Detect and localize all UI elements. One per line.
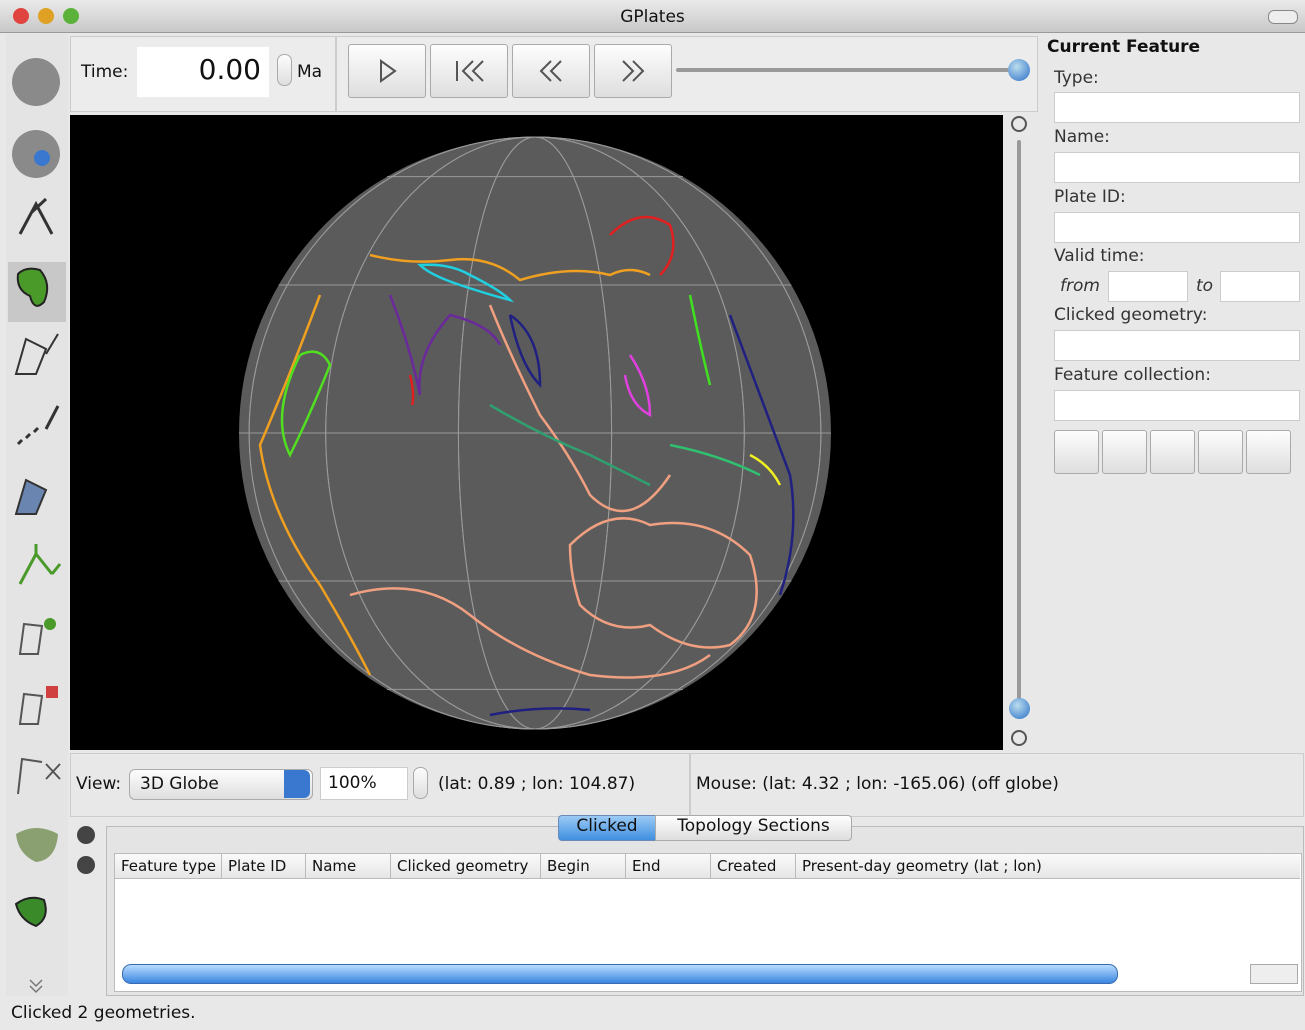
globe-canvas[interactable] (70, 115, 1003, 750)
graticule (239, 136, 831, 730)
zoom-field[interactable] (320, 767, 408, 800)
view-label: View: (76, 774, 122, 794)
column-header[interactable]: Present-day geometry (lat ; lon) (802, 857, 1042, 875)
edit-topology-tool[interactable] (14, 896, 47, 928)
view-mode: 3D Globe (140, 774, 219, 794)
choose-feature-tool[interactable] (16, 267, 49, 307)
column-header[interactable]: Name (306, 854, 391, 878)
plus-icon (44, 618, 56, 630)
time-spinner[interactable] (277, 54, 292, 86)
clicked-geometry-label: Clicked geometry: (1054, 305, 1208, 325)
camera-position: (lat: 0.89 ; lon: 104.87) (438, 774, 636, 794)
insert-vertex-tool[interactable] (18, 622, 44, 655)
edit-feature-button[interactable] (1102, 430, 1147, 474)
title-bar: GPlates (0, 0, 1305, 33)
close-panel-button[interactable] (77, 826, 95, 844)
split-feature-tool[interactable] (17, 757, 61, 795)
step-back-button[interactable] (512, 44, 590, 98)
time-slider-thumb[interactable] (1008, 59, 1030, 81)
from-field[interactable] (1108, 271, 1188, 302)
column-header[interactable]: End (626, 854, 711, 878)
type-label: Type: (1054, 68, 1099, 88)
table-header (115, 854, 1300, 879)
name-field[interactable] (1054, 152, 1300, 183)
to-field[interactable] (1220, 271, 1300, 302)
zoom-in-icon[interactable] (1011, 116, 1027, 132)
feature-collection-field[interactable] (1054, 390, 1300, 421)
zoom-out-icon[interactable] (1011, 730, 1027, 746)
topology-button[interactable] (1198, 430, 1243, 474)
view-select[interactable] (129, 769, 313, 800)
clicked-geometry-field[interactable] (1054, 330, 1300, 361)
tab-clicked[interactable]: Clicked (558, 815, 656, 841)
type-field[interactable] (1054, 92, 1300, 123)
zoom-value: 100% (328, 773, 377, 793)
column-header[interactable]: Plate ID (222, 854, 306, 878)
drag-globe-tool[interactable] (12, 58, 60, 106)
column-header[interactable]: Begin (541, 854, 626, 878)
digitise-polyline-tool[interactable] (14, 333, 59, 375)
time-panel: Time: 0.00 Ma (70, 36, 336, 112)
tab-topology-sections[interactable]: Topology Sections (655, 815, 852, 841)
column-header[interactable]: Created (711, 854, 796, 878)
current-feature-title: Current Feature (1047, 37, 1201, 57)
horizontal-scrollbar[interactable] (122, 964, 1118, 984)
valid-time-label: Valid time: (1054, 246, 1145, 266)
column-header[interactable]: Clicked geometry (391, 854, 541, 878)
mouse-position: Mouse: (lat: 4.32 ; lon: -165.06) (off g… (696, 774, 1059, 794)
time-input[interactable] (137, 47, 269, 97)
toolbar-toggle[interactable] (1268, 10, 1298, 24)
close-button[interactable] (13, 8, 29, 24)
delete-feature-button[interactable] (1246, 430, 1291, 474)
scroll-arrows[interactable] (1250, 964, 1298, 984)
digitise-polygon-tool[interactable] (14, 478, 48, 515)
name-label: Name: (1054, 127, 1110, 147)
window-title: GPlates (620, 7, 685, 27)
step-forward-button[interactable] (594, 44, 672, 98)
rewind-start-button[interactable] (430, 44, 508, 98)
view-bar (70, 753, 690, 817)
zoom-icon (34, 150, 50, 166)
feature-collection-label: Feature collection: (1054, 365, 1211, 385)
more-tools[interactable] (29, 979, 43, 994)
tool-palette (6, 34, 68, 996)
detach-panel-button[interactable] (77, 856, 95, 874)
digitise-points-tool[interactable] (16, 405, 60, 446)
coastlines (258, 215, 795, 717)
plate-id-label: Plate ID: (1054, 187, 1126, 207)
view-select-arrow (284, 770, 310, 798)
topology-tool[interactable] (16, 828, 58, 862)
delete-vertex-tool[interactable] (18, 692, 44, 725)
time-slider-track (676, 68, 1022, 72)
delete-icon (46, 686, 58, 698)
zoom-slider-track (1017, 140, 1021, 705)
zoom-spinner[interactable] (413, 767, 428, 799)
column-header[interactable]: Feature type (115, 854, 222, 878)
to-label: to (1196, 276, 1214, 296)
status-bar: Clicked 2 geometries. (11, 1003, 196, 1023)
query-feature-button[interactable] (1054, 430, 1099, 474)
measure-tool[interactable] (18, 197, 54, 235)
time-label: Time: (81, 62, 129, 82)
play-button[interactable] (348, 44, 426, 98)
time-value: 0.00 (198, 53, 261, 86)
from-label: from (1060, 276, 1100, 296)
zoom-slider-thumb[interactable] (1009, 698, 1030, 719)
zoom-button[interactable] (63, 8, 79, 24)
mouse-bar (690, 753, 1304, 817)
minimize-button[interactable] (38, 8, 54, 24)
time-unit: Ma (297, 62, 323, 82)
plate-id-field[interactable] (1054, 212, 1300, 243)
edit-geometry-button[interactable] (1150, 430, 1195, 474)
move-vertex-tool[interactable] (18, 544, 62, 585)
